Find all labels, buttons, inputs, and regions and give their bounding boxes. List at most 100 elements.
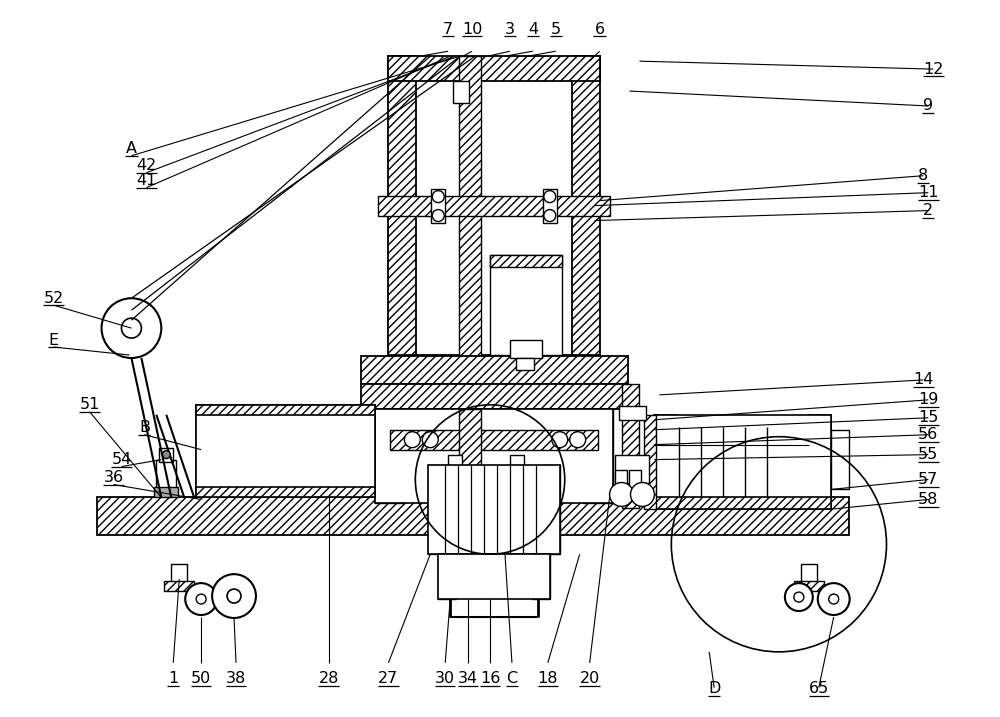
Text: A: A [126, 141, 137, 156]
Bar [809, 414, 831, 509]
Circle shape [544, 191, 556, 203]
Bar [388, 56, 416, 370]
Text: C: C [506, 671, 518, 686]
Bar [583, 409, 613, 503]
Circle shape [785, 583, 813, 611]
Bar [164, 581, 194, 591]
Bar [654, 498, 831, 509]
Circle shape [630, 483, 654, 506]
Text: 27: 27 [378, 671, 399, 686]
Text: 58: 58 [918, 492, 939, 507]
Bar [516, 358, 534, 370]
Text: 20: 20 [580, 671, 600, 686]
Circle shape [432, 191, 444, 203]
Text: 5: 5 [551, 22, 561, 37]
Circle shape [162, 451, 170, 459]
Bar [543, 189, 557, 222]
Bar [510, 455, 524, 485]
Bar [619, 406, 646, 419]
Text: 18: 18 [538, 671, 558, 686]
Text: 51: 51 [79, 397, 100, 412]
Bar [154, 488, 178, 498]
Bar [356, 405, 375, 498]
Bar [459, 56, 481, 370]
Bar [644, 414, 656, 509]
Circle shape [212, 574, 256, 618]
Text: 9: 9 [923, 98, 933, 113]
Bar [490, 255, 562, 355]
Circle shape [552, 432, 568, 447]
Circle shape [610, 483, 633, 506]
Bar [622, 384, 639, 508]
Bar [615, 455, 649, 483]
Bar [390, 429, 598, 450]
Text: 65: 65 [809, 681, 829, 696]
Bar [572, 56, 600, 370]
Text: 7: 7 [443, 22, 453, 37]
Text: D: D [708, 681, 720, 696]
Bar [156, 460, 176, 490]
Circle shape [544, 209, 556, 222]
Circle shape [196, 594, 206, 604]
Bar [794, 581, 824, 591]
Bar [196, 488, 375, 498]
Text: 30: 30 [435, 671, 455, 686]
Circle shape [404, 432, 420, 447]
Text: 6: 6 [595, 22, 605, 37]
Bar [97, 498, 849, 536]
Text: 19: 19 [918, 392, 939, 407]
Circle shape [818, 583, 850, 615]
Circle shape [422, 432, 438, 447]
Bar [431, 189, 445, 222]
Bar [159, 447, 173, 462]
Bar [540, 465, 560, 554]
Bar [123, 320, 139, 336]
Text: 10: 10 [462, 22, 482, 37]
Bar [196, 405, 375, 498]
Text: 11: 11 [918, 185, 939, 200]
Bar [532, 554, 550, 599]
Bar [361, 356, 628, 384]
Text: 1: 1 [168, 671, 178, 686]
Text: B: B [139, 420, 150, 435]
Circle shape [829, 594, 839, 604]
Text: 42: 42 [136, 158, 157, 174]
Circle shape [102, 298, 161, 358]
Circle shape [227, 589, 241, 603]
Bar [510, 340, 542, 358]
Circle shape [432, 209, 444, 222]
Bar [416, 81, 572, 355]
Text: 50: 50 [191, 671, 211, 686]
Circle shape [570, 432, 586, 447]
Text: 15: 15 [918, 410, 939, 425]
Text: 55: 55 [918, 447, 938, 462]
Text: 34: 34 [458, 671, 478, 686]
Bar [378, 196, 610, 216]
Bar [831, 429, 849, 490]
Text: 54: 54 [111, 452, 132, 467]
Bar [654, 414, 676, 509]
Text: 12: 12 [923, 62, 944, 77]
Text: 56: 56 [918, 427, 938, 442]
Bar [438, 554, 550, 599]
Text: 38: 38 [226, 671, 246, 686]
Text: 4: 4 [528, 22, 538, 37]
Bar [375, 409, 613, 503]
Bar [615, 470, 627, 490]
Text: E: E [49, 333, 59, 348]
Text: 3: 3 [505, 22, 515, 37]
Bar [801, 564, 817, 584]
Circle shape [185, 583, 217, 615]
Bar [428, 465, 448, 554]
Text: 8: 8 [918, 168, 928, 184]
Text: 14: 14 [913, 372, 934, 387]
Bar [654, 414, 831, 509]
Bar [459, 409, 481, 528]
Text: 2: 2 [923, 203, 933, 218]
Bar [490, 255, 562, 267]
Bar [453, 81, 469, 103]
Circle shape [794, 592, 804, 602]
Bar [361, 384, 628, 409]
Text: 52: 52 [44, 290, 64, 305]
Text: 28: 28 [318, 671, 339, 686]
